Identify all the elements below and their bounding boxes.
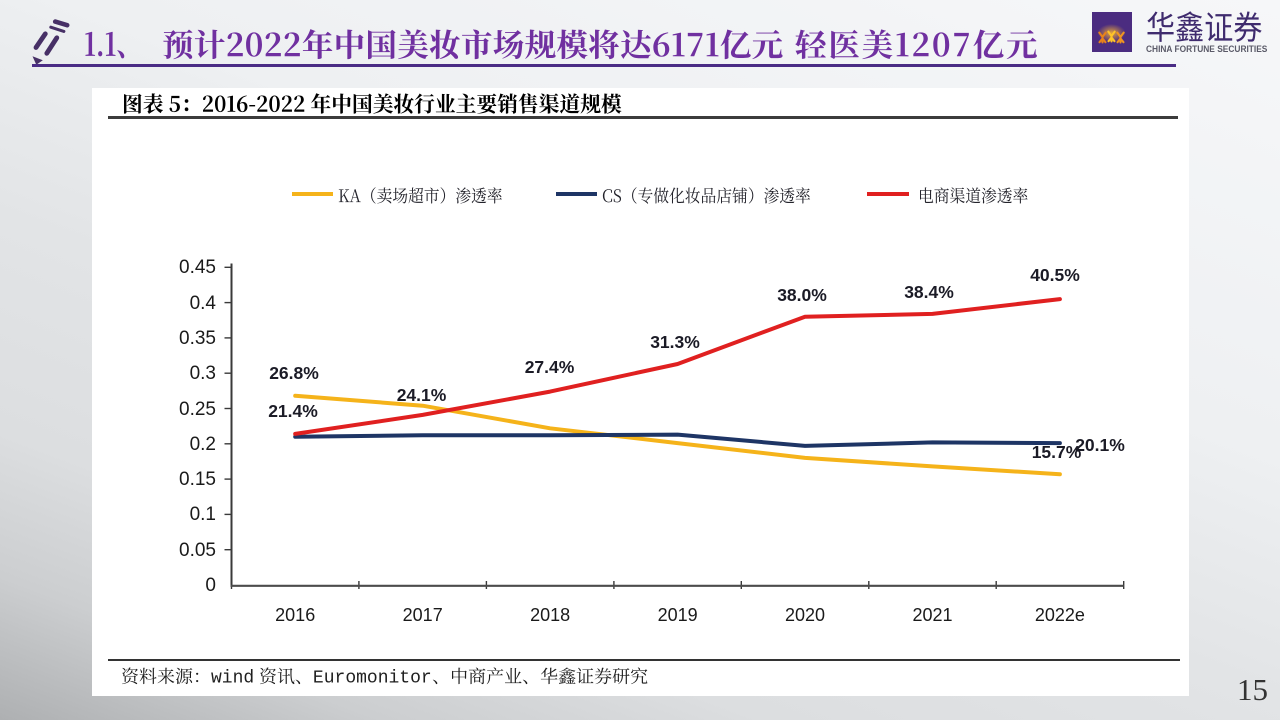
- svg-text:wind: wind: [211, 669, 254, 689]
- svg-text:Euromonitor: Euromonitor: [313, 669, 432, 689]
